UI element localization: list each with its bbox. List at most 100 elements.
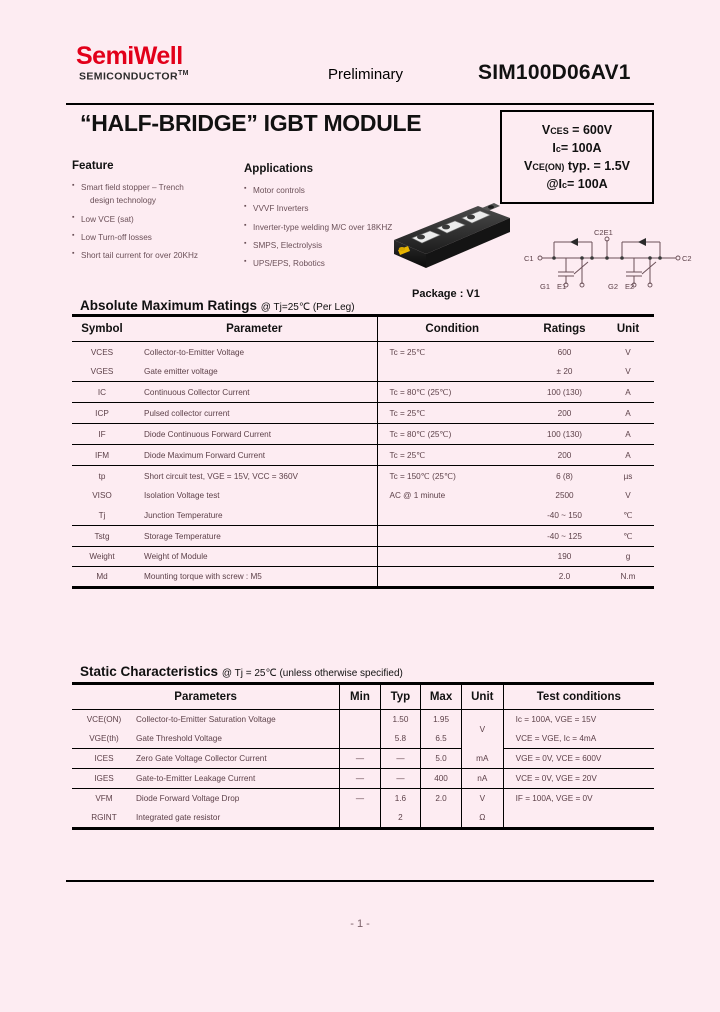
cell-parameter-group: RGINT Integrated gate resistor — [72, 808, 341, 829]
cell-parameter-text: Integrated gate resistor — [136, 813, 221, 822]
application-item: Motor controls — [244, 185, 394, 196]
table-row: VGES Gate emitter voltage ± 20 V — [72, 362, 654, 382]
cell-max: 400 — [420, 768, 462, 789]
col-typ: Typ — [380, 683, 422, 710]
cell-unit: V — [461, 709, 504, 749]
col-parameters: Parameters — [72, 683, 341, 710]
cell-condition — [377, 505, 527, 526]
cell-rating: ± 20 — [527, 362, 602, 382]
table-row: VCE(ON) Collector-to-Emitter Saturation V… — [72, 709, 654, 749]
static-characteristics-heading: Static Characteristics @ Tj = 25℃ (unles… — [80, 664, 403, 679]
cell-unit: V — [461, 788, 504, 808]
col-test-conditions: Test conditions — [503, 683, 654, 710]
col-ratings: Ratings — [527, 315, 602, 342]
cell-unit: A — [602, 402, 654, 424]
cell-unit: g — [602, 546, 654, 567]
cell-parameter: Weight of Module — [132, 546, 378, 567]
feature-section: Feature Smart field stopper – Trench des… — [72, 160, 242, 269]
cell-max: 2.0 — [420, 788, 462, 808]
circuit-label-g2: G2 — [608, 282, 619, 291]
cell-unit: ℃ — [602, 525, 654, 547]
application-item: SMPS, Electrolysis — [244, 240, 394, 251]
application-item: Inverter-type welding M/C over 18KHZ — [244, 221, 394, 233]
company-logo: SemiWell SEMICONDUCTORTM — [76, 44, 256, 83]
cell-rating: 2.0 — [558, 572, 571, 581]
cell-min: — — [339, 748, 381, 769]
table-row: Md Mounting torque with screw : M5 2.0 N.m — [72, 566, 654, 588]
half-bridge-schematic-svg: C2E1 C1 C2 — [524, 228, 692, 288]
cell-unit: A — [602, 381, 654, 403]
cell-unit: µs — [623, 471, 633, 481]
table-header-row: Parameters Min Typ Max Unit Test conditi… — [72, 683, 654, 710]
table-row: tp Short circuit test, VGE = 15V, VCC = 3… — [72, 465, 654, 486]
cell-unit: N.m — [620, 572, 636, 581]
cell-parameter: Diode Continuous Forward Current — [132, 423, 378, 445]
package-photo — [382, 196, 512, 274]
col-max: Max — [420, 683, 462, 710]
col-unit: Unit — [461, 683, 504, 710]
feature-heading: Feature — [72, 160, 114, 172]
cell-parameter: Collector-to-Emitter Voltage — [132, 341, 378, 362]
cell-min: — — [339, 768, 381, 789]
table-row: VISO Isolation Voltage test AC @ 1 minute 2… — [72, 486, 654, 505]
preliminary-label: Preliminary — [328, 66, 404, 83]
table-row: RGINT Integrated gate resistor 2 Ω — [72, 808, 654, 829]
sc-table-body: VCE(ON) Collector-to-Emitter Saturation V… — [72, 709, 654, 829]
cell-symbol: IFM — [72, 444, 132, 466]
cell-test-condition: Ic = 100A, VGE = 15V — [515, 715, 597, 724]
cell-test-condition: VCE = VGE, Ic = 4mA — [503, 729, 654, 749]
cell-parameter: Continuous Collector Current — [132, 381, 378, 403]
cell-test-condition: IF = 100A, VGE = 0V — [515, 794, 593, 803]
cell-min: — — [339, 788, 381, 808]
sc-subtitle: @ Tj = 25℃ (unless otherwise specified) — [221, 668, 403, 679]
circuit-label-c1: C1 — [524, 254, 534, 263]
cell-min — [339, 808, 381, 829]
amr-table-body: VCES Collector-to-Emitter Voltage Tc = 25℃… — [72, 341, 654, 588]
cell-parameter: Mounting torque with screw : M5 — [132, 566, 378, 588]
application-item: UPS/EPS, Robotics — [244, 258, 394, 269]
cell-unit: ℃ — [602, 505, 654, 526]
col-unit: Unit — [602, 315, 654, 342]
cell-unit: A — [602, 423, 654, 445]
feature-item-continued: design technology — [90, 196, 157, 206]
cell-rating: -40 ~ 125 — [527, 525, 602, 547]
cell-min — [339, 709, 381, 729]
key-spec-box: VCES = 600V Ic= 100A VCE(ON) typ. = 1.5V… — [500, 110, 654, 204]
cell-symbol: tp — [98, 471, 106, 481]
cell-condition: Tc = 25℃ — [389, 348, 426, 357]
cell-symbol: VCE(ON) — [86, 715, 122, 724]
spec-vceon: VCE(ON) typ. = 1.5V — [524, 159, 630, 173]
cell-unit: Ω — [461, 808, 504, 829]
page-footer: - 1 - — [350, 918, 370, 930]
table-row: IF Diode Continuous Forward Current Tc = 8… — [72, 423, 654, 445]
cell-condition: Tc = 150℃ (25℃) — [389, 472, 456, 481]
footer-divider — [66, 880, 654, 882]
cell-condition — [377, 362, 527, 382]
cell-symbol: VGES — [72, 362, 132, 382]
package-module-image — [394, 203, 510, 268]
page-title: “HALF-BRIDGE” IGBT MODULE — [80, 110, 422, 136]
cell-rating: 200 — [527, 402, 602, 424]
feature-item: Smart field stopper – Trench — [72, 182, 242, 193]
cell-rating: -40 ~ 150 — [527, 505, 602, 526]
cell-symbol: VCES — [90, 347, 114, 357]
amr-subtitle: @ Tj=25℃ (Per Leg) — [260, 302, 355, 313]
cell-condition — [377, 525, 527, 547]
table-row: ICP Pulsed collector current Tc = 25℃ 200 A — [72, 402, 654, 424]
cell-symbol: VISO — [92, 491, 112, 500]
circuit-label-e1: E1 — [557, 282, 567, 291]
table-row: VGE(th) Gate Threshold Voltage 5.8 6.5 VC… — [72, 729, 654, 749]
circuit-schematic: C2E1 C1 C2 — [524, 228, 694, 292]
package-caption: Package : V1 — [412, 288, 480, 300]
circuit-label-e2: E2 — [625, 282, 635, 291]
cell-rating: 200 — [527, 444, 602, 466]
circuit-label-c2e1: C2E1 — [594, 228, 613, 237]
cell-max: 5.0 — [420, 748, 462, 769]
cell-parameter-group: IGES Gate-to-Emitter Leakage Current — [72, 768, 341, 789]
cell-unit: nA — [461, 768, 504, 789]
header-divider — [66, 103, 654, 105]
cell-max: 6.5 — [420, 729, 462, 749]
cell-parameter-text: Collector-to-Emitter Saturation Voltage — [136, 715, 276, 724]
applications-section: Applications Motor controls VVVF Inverte… — [244, 163, 394, 277]
